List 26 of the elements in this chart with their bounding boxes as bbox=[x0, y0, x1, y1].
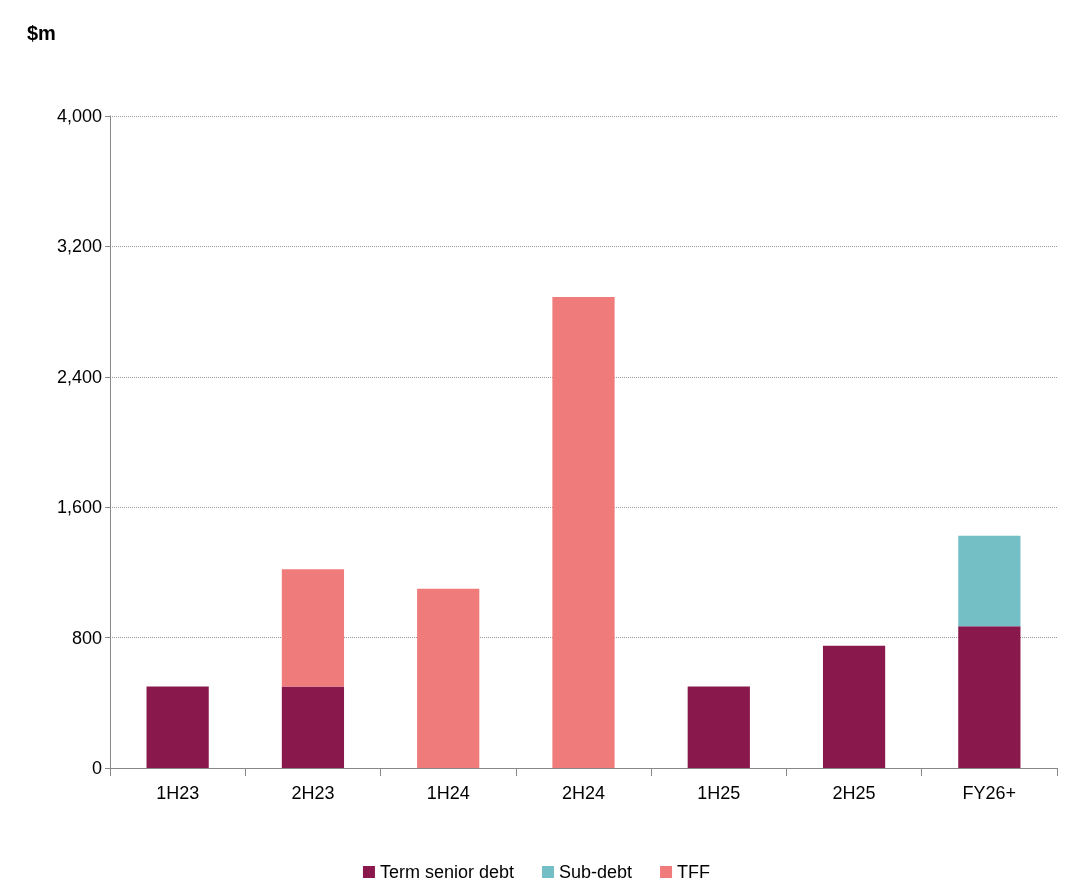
y-tick-label: 800 bbox=[71, 627, 102, 648]
bar bbox=[958, 535, 1021, 627]
y-tick-label: 4,000 bbox=[56, 106, 102, 126]
x-tick-label: 2H24 bbox=[561, 783, 606, 803]
x-tick-label: 2H25 bbox=[832, 783, 876, 803]
y-tick-label: 2,400 bbox=[56, 366, 102, 387]
x-tick-label: 2H23 bbox=[291, 783, 335, 803]
y-axis-title: $m bbox=[27, 22, 56, 44]
bar bbox=[281, 686, 345, 768]
bar bbox=[552, 296, 615, 768]
legend-label: Term senior debt bbox=[379, 862, 515, 882]
x-tick-label: 1H24 bbox=[426, 783, 470, 803]
bar bbox=[687, 686, 750, 768]
bar bbox=[822, 645, 886, 768]
legend-label: TFF bbox=[677, 862, 711, 882]
bar bbox=[417, 588, 480, 768]
y-tick-label: 3,200 bbox=[56, 236, 102, 257]
x-tick-label: 1H25 bbox=[697, 783, 741, 803]
legend-label: Sub-debt bbox=[559, 862, 633, 882]
y-tick-label: 0 bbox=[91, 758, 102, 778]
y-tick-label: 1,600 bbox=[56, 497, 102, 518]
x-tick-label: FY26+ bbox=[962, 783, 1017, 803]
bar bbox=[281, 569, 345, 687]
bar bbox=[958, 626, 1021, 768]
x-tick-label: 1H23 bbox=[156, 783, 200, 803]
bar bbox=[146, 686, 209, 768]
